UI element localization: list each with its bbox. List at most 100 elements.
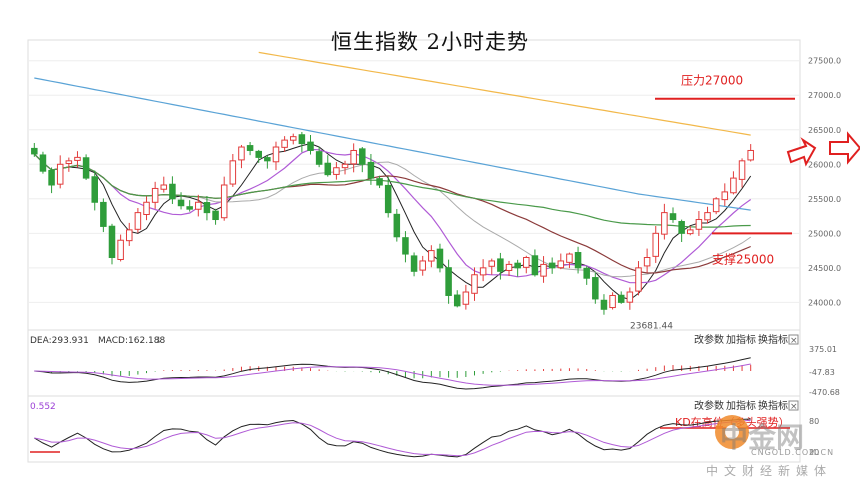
candle-up [479,267,487,276]
candle-down [592,277,599,300]
candle-down [617,294,625,303]
candle-down [169,183,176,200]
candle-down [31,147,38,155]
macd-tick-bottom: -470.68 [809,388,840,397]
macd-close-button[interactable] [788,334,799,345]
candle-down [91,176,98,203]
candle-up [74,156,81,161]
candle-up [652,232,660,257]
candlesticks [31,132,754,315]
main-panel [27,39,801,331]
watermark-url: CNGOLD.COM.CN [751,448,835,457]
candle-up [195,201,202,210]
candle-down [177,199,185,207]
candle-down [402,237,409,255]
candle-down [359,148,366,165]
candle-down [384,184,392,214]
macd-add-indicator-button[interactable]: 加指标 [726,333,756,346]
d-line [34,419,751,457]
candle-up [134,212,142,230]
kdj-add-indicator-button[interactable]: 加指标 [726,399,756,412]
kdj-tick-bottom: 20 [809,448,819,457]
candle-down [298,134,306,145]
kdj-close-button[interactable] [788,400,799,411]
macd-down-arrow-icon: ↓ [155,336,163,346]
candle-down [39,154,47,172]
candle-down [367,161,375,179]
kdj-close-icon: × [790,402,798,412]
candle-up [125,229,133,242]
candle-up [557,260,565,269]
candle-down [600,299,608,310]
macd-close-icon: × [790,336,798,346]
ma250-line [258,51,751,136]
y-tick-label: 24000.0 [808,298,841,307]
watermark-tagline: 中文财经新媒体 [706,464,833,478]
candle-down [574,252,582,269]
candle-down [203,202,211,214]
candle-up [117,239,124,260]
candle-up [643,257,651,267]
candle-down [678,221,685,234]
candle-up [738,160,746,180]
candle-up [350,149,357,165]
candle-up [229,160,237,185]
candle-down [108,225,116,258]
candle-down [393,213,401,238]
candle-up [635,267,642,292]
candle-down [264,157,271,162]
candle-up [721,191,729,201]
candle-up [609,294,616,309]
candle-up [488,260,496,267]
kdj-switch-indicator-button[interactable]: 换指标 [758,399,788,412]
candle-down [453,294,461,307]
candle-up [523,257,530,268]
candle-up [712,198,720,213]
candle-up [238,146,245,161]
candle-down [246,145,254,151]
k-line [34,418,751,458]
candle-down [186,206,193,210]
candle-up [704,212,711,221]
watermark-name: 中金网 [720,421,805,454]
y-tick-label: 25000.0 [808,229,841,238]
y-tick-label: 26500.0 [808,126,841,135]
support-label: 支撑25000 [712,251,774,266]
candle-up [730,177,737,194]
y-axis-ticks: 27500.0 27000.0 26500.0 26000.0 25500.0 25000… [808,57,841,308]
y-tick-label: 25500.0 [808,195,841,204]
candle-up [333,167,340,175]
candle-up [160,184,168,190]
candle-up [151,187,159,203]
kdj-lines [34,418,751,458]
macd-switch-indicator-button[interactable]: 换指标 [758,333,788,346]
candle-up [341,163,349,169]
candle-down [497,258,504,272]
candle-down [531,255,539,276]
candle-up [419,260,426,271]
candle-up [661,212,668,235]
candle-down [436,248,444,269]
candle-up [471,274,478,294]
candle-up [747,149,754,161]
candle-down [100,201,107,227]
y-tick-label: 27500.0 [808,57,841,66]
candle-up [626,291,634,303]
chart-title: 恒生指数 2小时走势 [330,30,530,54]
candle-up [272,146,280,163]
candle-down [445,267,452,296]
macd-change-params-button[interactable]: 改参数 [694,333,724,346]
candle-up [143,201,150,215]
kdj-tick-top: 80 [809,417,819,426]
candle-down [82,157,90,179]
candle-up [505,263,513,271]
macd-tick-top: 375.01 [809,345,837,354]
candle-up [695,219,703,230]
candle-up [220,184,228,219]
kdj-change-params-button[interactable]: 改参数 [694,399,724,412]
candle-down [376,178,383,186]
candle-up [289,136,297,141]
ma10-line [33,148,752,284]
macd-tick-mid: -47.83 [809,368,835,377]
candle-down [514,262,521,269]
